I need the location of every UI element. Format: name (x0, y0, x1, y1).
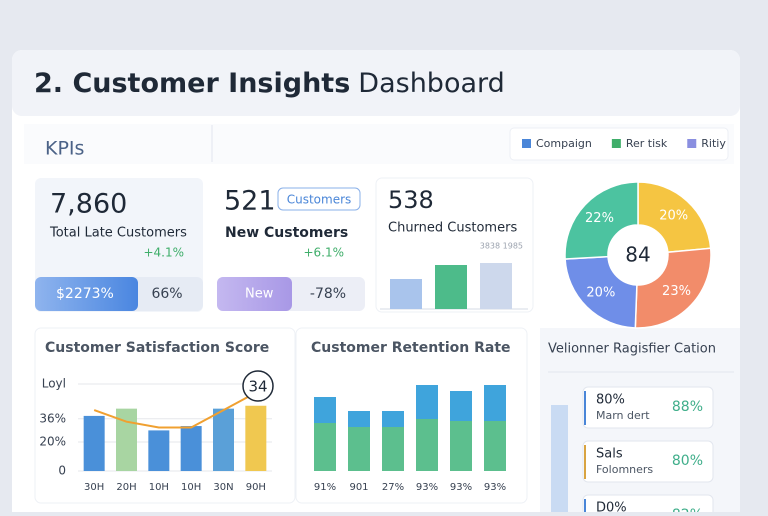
slice-label: 23% (662, 284, 691, 299)
title-bold: 2. Customer Insights (34, 68, 350, 99)
y-tick-label: Loyl (42, 377, 66, 391)
bar-segment (450, 391, 472, 421)
y-tick-label: 0 (58, 464, 66, 478)
x-tick-label: 90H (246, 482, 266, 493)
bar-segment (484, 421, 506, 471)
x-tick-label: 10H (149, 482, 169, 493)
donut-center: 84 (625, 243, 650, 267)
x-tick-label: 30H (84, 482, 104, 493)
kpi-label: Churned Customers (388, 221, 517, 236)
kpi-pill (35, 277, 138, 311)
kpi-footer-value: -78% (310, 286, 346, 302)
x-tick-label: 20H (116, 482, 136, 493)
bar (180, 426, 202, 471)
bar-segment (416, 385, 438, 419)
kpi-change: +4.1% (143, 246, 184, 260)
side-column (551, 405, 568, 515)
kpi-change: +6.1% (303, 246, 344, 260)
side-title: Velionner Ragisfier Cation (548, 342, 716, 357)
bar (83, 415, 105, 471)
bar-segment (382, 427, 404, 471)
bar-segment (314, 397, 336, 423)
kpi-pill (217, 277, 292, 311)
side-item-top: D0% (596, 501, 627, 513)
legend-swatch (611, 139, 621, 148)
side-item (582, 386, 714, 429)
x-tick-label: 901 (349, 482, 368, 493)
side-item-value: 82% (672, 507, 703, 512)
bar (390, 279, 422, 309)
chart-title: Customer Satisfaction Score (45, 340, 269, 356)
badge (242, 370, 274, 402)
kpi-value: 7,860 (50, 189, 127, 220)
x-tick-label: 30N (213, 482, 233, 493)
side-item-bottom: Folomners (596, 463, 653, 476)
bar-segment (348, 427, 370, 471)
kpi-label: New Customers (225, 225, 348, 241)
kpi-tag (277, 187, 361, 211)
kpi-pill-text: $2273% (56, 286, 114, 302)
bar (245, 405, 267, 471)
legend-label: Compaign (536, 137, 592, 150)
pie-slice (634, 247, 712, 329)
x-tick-label: 10H (181, 482, 201, 493)
x-tick-label: 93% (416, 482, 438, 493)
bar (116, 408, 137, 471)
side-item (582, 440, 714, 483)
kpi-value: 538 (388, 186, 434, 214)
bar (213, 408, 234, 471)
chart-title: Customer Retention Rate (311, 340, 511, 356)
kpi-pill-text: New (245, 287, 274, 302)
legend-swatch (522, 139, 531, 148)
y-tick-label: 36% (39, 411, 66, 425)
bar-segment (348, 411, 370, 427)
bar (480, 263, 512, 309)
x-tick-label: 91% (314, 482, 336, 493)
slice-label: 20% (659, 208, 688, 223)
bar-segment (314, 423, 336, 471)
kpi-value: 521 (224, 186, 276, 217)
side-item-top: 80% (596, 393, 625, 408)
bar-segment (416, 419, 438, 471)
title: 2. Customer Insights Dashboard (34, 68, 505, 99)
title-rest: Dashboard (358, 68, 504, 99)
side-item-top: Sals (596, 447, 623, 462)
slice-label: 22% (585, 211, 614, 226)
legend-label: Rer tisk (626, 137, 668, 150)
line (93, 391, 257, 429)
kpi-footer-value: 66% (151, 286, 182, 302)
side-item-value: 80% (672, 453, 703, 469)
bar-segment (450, 421, 472, 471)
x-tick-label: 93% (450, 482, 472, 493)
kpi-label: Total Late Customers (49, 226, 187, 241)
legend-label: Ritiy (701, 137, 726, 150)
y-tick-label: 20% (39, 435, 66, 449)
header-bar (12, 50, 740, 116)
bar-segment (382, 411, 404, 427)
kpi-note: 3838 1985 (480, 242, 523, 251)
donut-hole (608, 225, 668, 285)
badge-text: 34 (248, 378, 267, 396)
x-tick-label: 93% (484, 482, 506, 493)
bar-segment (484, 385, 506, 421)
bar (435, 265, 467, 309)
x-tick-label: 27% (382, 482, 404, 493)
legend-swatch (687, 139, 697, 148)
kpis-label: KPIs (45, 138, 84, 160)
slice-label: 20% (586, 285, 615, 300)
side-item-value: 88% (672, 399, 703, 415)
bar (148, 430, 170, 471)
kpi-tag-text: Customers (287, 193, 352, 207)
side-item-bottom: Marn dert (596, 409, 650, 422)
